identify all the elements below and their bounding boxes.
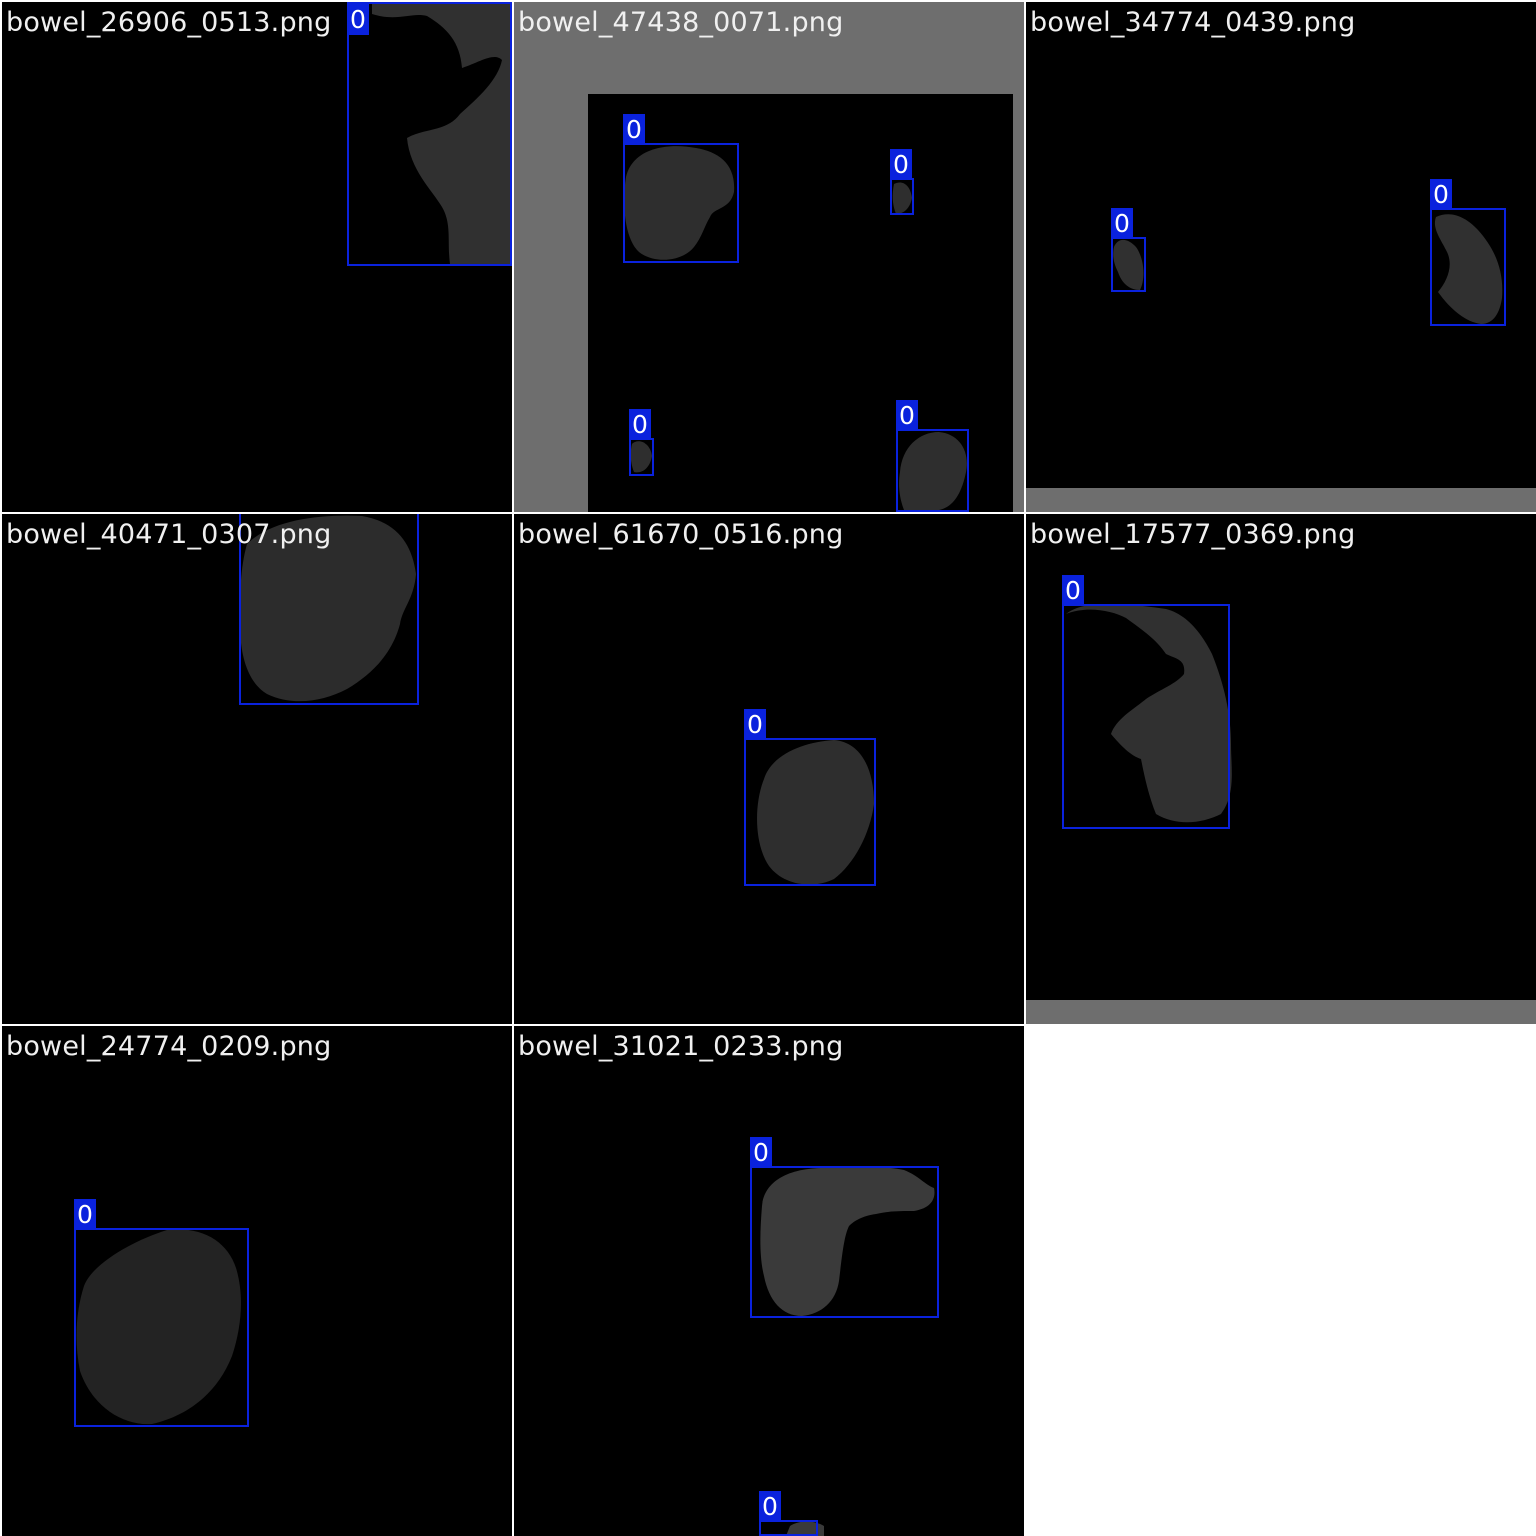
image-filename: bowel_17577_0369.png xyxy=(1030,519,1356,550)
detection-label: 0 xyxy=(744,709,766,740)
organ-segmentation xyxy=(899,432,967,510)
image-filename: bowel_26906_0513.png xyxy=(6,7,332,38)
detection-label: 0 xyxy=(623,114,645,145)
scan-image xyxy=(372,2,512,264)
scan-image xyxy=(76,1229,241,1425)
scan-image xyxy=(1026,604,1536,1024)
detection-box[interactable]: 0 xyxy=(239,514,419,705)
image-tile[interactable]: bowel_17577_0369.png 0 xyxy=(1026,514,1536,1024)
organ-segmentation xyxy=(892,182,912,214)
detection-label: 0 xyxy=(890,149,912,180)
detection-box[interactable]: 0 xyxy=(890,149,914,215)
organ-segmentation xyxy=(786,1521,824,1536)
detection-label: 0 xyxy=(750,1137,772,1168)
detection-label: 0 xyxy=(629,409,651,440)
image-tile[interactable]: bowel_40471_0307.png 0 xyxy=(2,514,512,1024)
image-filename: bowel_47438_0071.png xyxy=(518,7,844,38)
detection-box[interactable]: 0 xyxy=(896,400,969,512)
scan-image xyxy=(588,94,1013,512)
image-filename: bowel_31021_0233.png xyxy=(518,1031,844,1062)
organ-segmentation xyxy=(76,1229,241,1425)
detection-box[interactable]: 0 xyxy=(750,1137,939,1318)
image-tile[interactable]: bowel_26906_0513.png 0 xyxy=(2,2,512,512)
detection-box[interactable]: 0 xyxy=(759,1491,818,1536)
image-tile[interactable]: bowel_61670_0516.png 0 xyxy=(514,514,1024,1024)
organ-segmentation xyxy=(630,441,652,473)
scan-image xyxy=(1026,214,1536,512)
detection-label: 0 xyxy=(1111,208,1133,239)
detection-label: 0 xyxy=(1430,179,1452,210)
detection-label: 0 xyxy=(347,4,369,35)
detection-label: 0 xyxy=(74,1199,96,1230)
organ-segmentation xyxy=(372,2,512,264)
image-filename: bowel_34774_0439.png xyxy=(1030,7,1356,38)
detection-box[interactable]: 0 xyxy=(1430,179,1506,326)
scan-image xyxy=(760,1166,935,1536)
organ-segmentation xyxy=(1434,214,1503,324)
scan-image xyxy=(757,740,874,885)
organ-segmentation xyxy=(1113,239,1144,290)
organ-segmentation xyxy=(757,740,874,885)
image-filename: bowel_24774_0209.png xyxy=(6,1031,332,1062)
detection-box[interactable]: 0 xyxy=(629,409,654,476)
image-filename: bowel_40471_0307.png xyxy=(6,519,332,550)
image-tile[interactable]: bowel_24774_0209.png 0 xyxy=(2,1026,512,1536)
image-tile[interactable]: bowel_34774_0439.png 0 0 xyxy=(1026,2,1536,512)
detection-box[interactable]: 0 xyxy=(744,709,876,886)
detection-box[interactable]: 0 xyxy=(347,2,512,266)
detection-box[interactable]: 0 xyxy=(623,114,739,263)
organ-segmentation xyxy=(1066,604,1232,823)
detection-label: 0 xyxy=(896,400,918,431)
detection-box[interactable]: 0 xyxy=(1111,208,1146,292)
detection-label: 0 xyxy=(1062,575,1084,606)
organ-segmentation xyxy=(624,146,735,260)
organ-segmentation xyxy=(760,1166,935,1316)
image-filename: bowel_61670_0516.png xyxy=(518,519,844,550)
detection-label: 0 xyxy=(759,1491,781,1522)
scan-image xyxy=(240,515,416,702)
organ-segmentation xyxy=(240,515,416,702)
detection-box[interactable]: 0 xyxy=(74,1199,249,1427)
image-tile[interactable]: bowel_47438_0071.png 0 0 0 0 xyxy=(514,2,1024,512)
detection-box[interactable]: 0 xyxy=(1062,575,1230,829)
image-tile[interactable]: bowel_31021_0233.png 0 0 xyxy=(514,1026,1024,1536)
